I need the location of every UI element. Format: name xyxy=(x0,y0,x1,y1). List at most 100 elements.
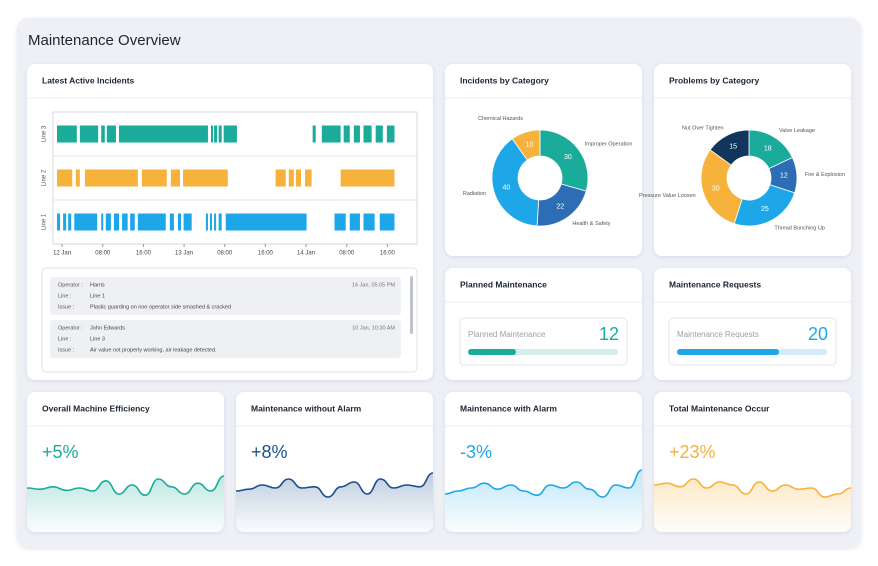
incident-bar xyxy=(275,169,286,187)
incident-bar xyxy=(214,125,218,143)
incident-bar xyxy=(75,169,80,187)
incident-bar xyxy=(74,213,98,231)
donut-slice xyxy=(491,138,540,227)
card-title: Incidents by Category xyxy=(460,75,549,85)
incident-bar xyxy=(295,169,301,187)
donut-slice xyxy=(709,129,750,166)
incident-time: 10 Jan, 10:30 AM xyxy=(352,325,395,331)
trend-value: +5% xyxy=(42,442,79,462)
x-tick-label: 08:00 xyxy=(339,251,355,257)
trend-area xyxy=(654,479,851,532)
incident-bar xyxy=(205,213,208,231)
field-label: Line : xyxy=(58,293,72,299)
lane-label: Line 1 xyxy=(42,213,48,230)
incident-bar xyxy=(214,213,217,231)
x-tick-label: 16:00 xyxy=(258,251,274,257)
card-title: Problems by Category xyxy=(669,75,759,85)
page-title: Maintenance Overview xyxy=(28,32,181,49)
x-tick-label: 16:00 xyxy=(380,251,396,257)
slice-label: Radiation xyxy=(463,191,486,197)
progress-fill xyxy=(677,349,779,355)
incident-bar xyxy=(57,169,73,187)
slice-label: Improper Operation xyxy=(585,142,633,148)
card-title: Maintenance without Alarm xyxy=(251,403,362,413)
incident-bar xyxy=(334,213,346,231)
donut-slice xyxy=(733,184,796,227)
incident-bar xyxy=(105,213,111,231)
incident-bar xyxy=(177,213,182,231)
incident-bar xyxy=(223,125,237,143)
field-value: Line 3 xyxy=(90,336,105,342)
incident-bar xyxy=(169,213,174,231)
incident-bar xyxy=(340,169,395,187)
incident-bar xyxy=(211,125,214,143)
lane-border xyxy=(52,111,418,245)
slice-label: Nut Over Tighten xyxy=(682,126,724,132)
card xyxy=(445,64,642,256)
x-tick-label: 12 Jan xyxy=(53,251,71,257)
trend-value: -3% xyxy=(460,442,492,462)
incident-bar xyxy=(106,125,116,143)
slice-value: 10 xyxy=(525,141,533,148)
progress-label: Maintenance Requests xyxy=(677,330,759,339)
slice-label: Fire & Explosion xyxy=(805,172,845,178)
slice-value: 22 xyxy=(556,203,564,210)
incident-bar xyxy=(312,125,316,143)
incident-bar xyxy=(79,125,99,143)
slice-label: Health & Safety xyxy=(572,221,610,227)
incident-bar xyxy=(130,213,135,231)
incident-bar xyxy=(321,125,341,143)
incident-bar xyxy=(57,213,61,231)
donut-slice xyxy=(700,149,743,225)
incident-bar xyxy=(183,169,228,187)
trend-line xyxy=(444,469,643,498)
field-value: Plastic guarding on non operator side sm… xyxy=(90,304,231,310)
slice-label: Thread Bunching Up xyxy=(774,225,824,231)
slice-value: 30 xyxy=(564,154,572,161)
trend-area xyxy=(27,476,224,532)
donut-slice xyxy=(511,129,541,161)
x-tick-label: 08:00 xyxy=(95,251,111,257)
slice-value: 12 xyxy=(780,173,788,180)
card-title: Overall Machine Efficiency xyxy=(42,403,150,413)
scrollbar xyxy=(410,276,413,334)
trend-line xyxy=(235,472,434,498)
slice-value: 25 xyxy=(761,206,769,213)
card-title: Total Maintenance Occur xyxy=(669,403,770,413)
incident-bar xyxy=(218,213,222,231)
x-tick-label: 08:00 xyxy=(217,251,233,257)
donut-slice xyxy=(539,129,589,192)
field-label: Operator : xyxy=(58,282,83,288)
slice-value: 15 xyxy=(729,144,737,151)
slice-label: Chemical Hazards xyxy=(478,116,523,122)
field-label: Issue : xyxy=(58,304,75,310)
incident-bar xyxy=(63,213,67,231)
incident-item xyxy=(50,320,401,358)
incident-bar xyxy=(141,169,167,187)
progress-fill xyxy=(468,349,516,355)
incident-bar xyxy=(379,213,395,231)
incident-bar xyxy=(343,125,350,143)
trend-value: +8% xyxy=(251,442,288,462)
incident-item xyxy=(50,277,401,315)
incident-bar xyxy=(218,125,222,143)
incident-bar xyxy=(363,125,372,143)
card-title: Maintenance Requests xyxy=(669,279,761,289)
incident-bar xyxy=(225,213,307,231)
card-title: Latest Active Incidents xyxy=(42,75,135,85)
incident-bar xyxy=(375,125,383,143)
incident-bar xyxy=(349,213,360,231)
field-value: Harris xyxy=(90,282,105,288)
field-value: Air value not properly working, air leak… xyxy=(90,347,217,353)
incident-bar xyxy=(183,213,192,231)
progress-label: Planned Maintenance xyxy=(468,330,546,339)
slice-label: Valve Leakage xyxy=(779,128,815,134)
incident-bar xyxy=(84,169,138,187)
incident-bar xyxy=(119,125,208,143)
x-tick-label: 13 Jan xyxy=(175,251,193,257)
slice-value: 30 xyxy=(712,186,720,193)
incident-bar xyxy=(170,169,181,187)
card xyxy=(654,64,851,256)
